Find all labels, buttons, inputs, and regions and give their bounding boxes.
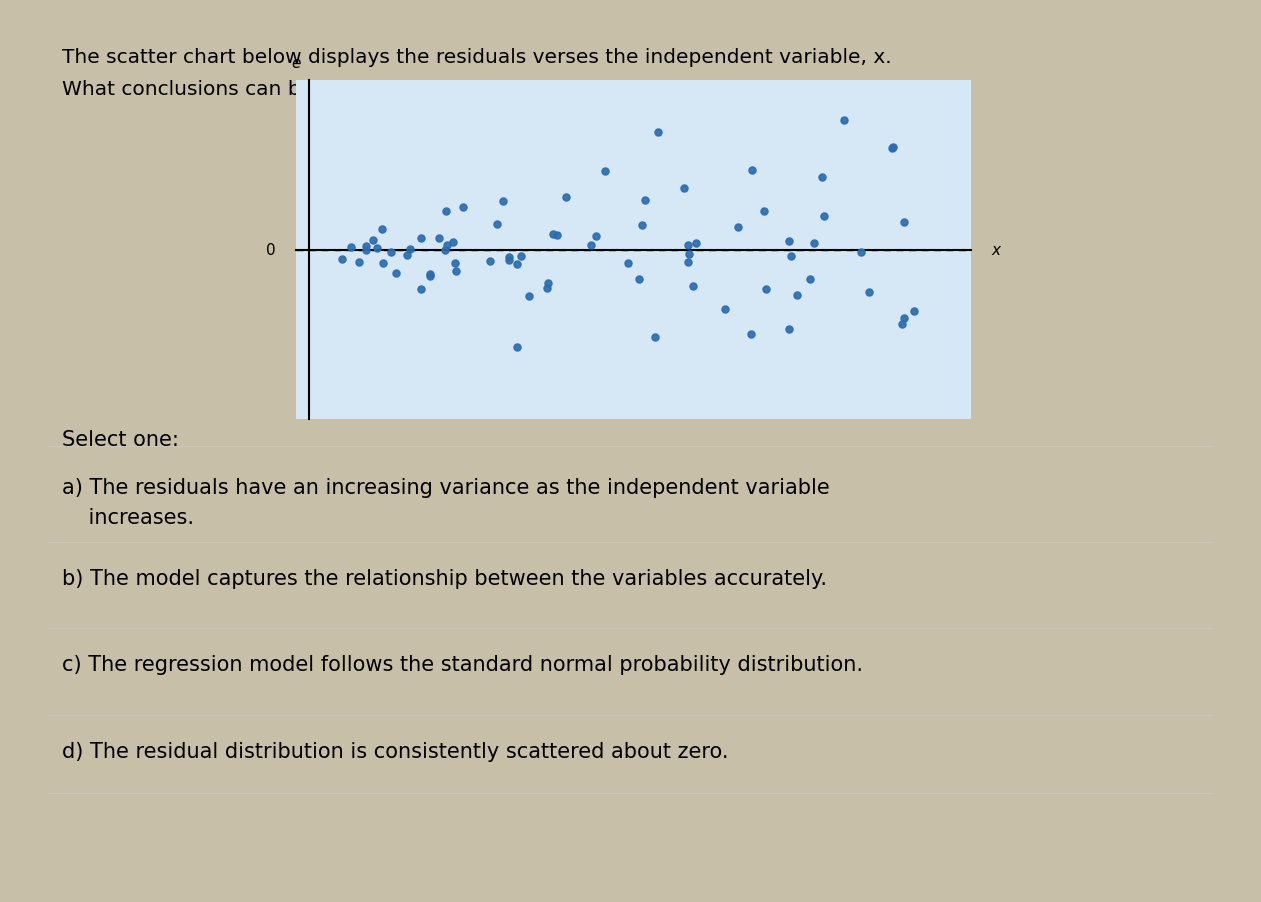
Point	[581, 239, 601, 253]
Point	[487, 217, 507, 232]
Text: b) The model captures the relationship between the variables accurately.: b) The model captures the relationship b…	[62, 568, 826, 588]
Text: d) The residual distribution is consistently scattered about zero.: d) The residual distribution is consiste…	[62, 741, 728, 761]
Point	[518, 290, 538, 304]
Text: The scatter chart below displays the residuals verses the independent variable, : The scatter chart below displays the res…	[62, 49, 892, 68]
Point	[678, 255, 699, 270]
Point	[883, 141, 903, 155]
Point	[493, 194, 513, 208]
Point	[812, 170, 832, 185]
Point	[618, 256, 638, 271]
Point	[397, 249, 417, 263]
Point	[420, 269, 440, 283]
Point	[801, 272, 821, 287]
Point	[815, 210, 835, 225]
Point	[715, 303, 735, 318]
Text: a) The residuals have an increasing variance as the independent variable: a) The residuals have an increasing vari…	[62, 477, 830, 497]
Text: c) The regression model follows the standard normal probability distribution.: c) The regression model follows the stan…	[62, 655, 863, 675]
Point	[538, 277, 559, 291]
Text: increases.: increases.	[62, 507, 193, 528]
Point	[805, 237, 825, 252]
Point	[429, 231, 449, 245]
Point	[436, 239, 456, 253]
Point	[480, 254, 501, 269]
Point	[556, 190, 576, 205]
Point	[787, 289, 807, 303]
Point	[499, 251, 520, 265]
Point	[372, 223, 392, 237]
Point	[436, 205, 456, 219]
Point	[728, 220, 748, 235]
Point	[859, 285, 879, 299]
Point	[445, 256, 465, 271]
Point	[904, 305, 924, 319]
Point	[797, 48, 817, 62]
Point	[741, 163, 762, 178]
Point	[453, 200, 473, 215]
Point	[357, 240, 377, 254]
Point	[507, 258, 527, 272]
Point	[410, 283, 430, 298]
Point	[754, 205, 774, 219]
Point	[507, 341, 527, 355]
Point	[894, 312, 914, 327]
Point	[542, 227, 562, 242]
Point	[411, 231, 431, 245]
Point	[779, 235, 799, 249]
Point	[646, 330, 666, 345]
Point	[333, 253, 353, 267]
Point	[741, 327, 762, 342]
Point	[881, 142, 902, 156]
Point	[400, 243, 420, 257]
Text: x: x	[991, 243, 1000, 258]
Point	[636, 194, 656, 208]
Point	[629, 272, 649, 287]
Point	[367, 242, 387, 256]
Point	[386, 266, 406, 281]
Point	[547, 228, 567, 243]
Point	[834, 114, 854, 128]
Text: e: e	[291, 56, 301, 71]
Point	[781, 250, 801, 264]
Point	[499, 253, 520, 268]
Text: Select one:: Select one:	[62, 429, 178, 449]
Point	[349, 256, 369, 271]
Point	[632, 219, 652, 234]
Point	[675, 181, 695, 196]
Point	[866, 0, 886, 7]
Point	[648, 125, 668, 140]
Point	[511, 249, 531, 263]
Point	[381, 246, 401, 261]
Point	[778, 322, 798, 336]
Point	[876, 441, 897, 456]
Point	[372, 256, 392, 271]
Point	[435, 244, 455, 258]
Point	[892, 318, 912, 332]
Point	[850, 245, 870, 260]
Point	[894, 216, 914, 230]
Point	[445, 264, 465, 279]
Point	[444, 235, 464, 250]
Point	[683, 280, 704, 294]
Point	[677, 239, 697, 253]
Point	[420, 267, 440, 281]
Point	[686, 236, 706, 251]
Point	[755, 282, 776, 297]
Point	[680, 248, 700, 262]
Point	[356, 244, 376, 258]
Point	[363, 234, 383, 248]
Point	[595, 165, 615, 179]
Point	[342, 240, 362, 254]
Point	[585, 230, 605, 244]
Text: What conclusions can be drawn from the scatter charts given below?: What conclusions can be drawn from the s…	[62, 80, 760, 99]
Text: 0: 0	[266, 243, 276, 258]
Point	[537, 282, 557, 297]
